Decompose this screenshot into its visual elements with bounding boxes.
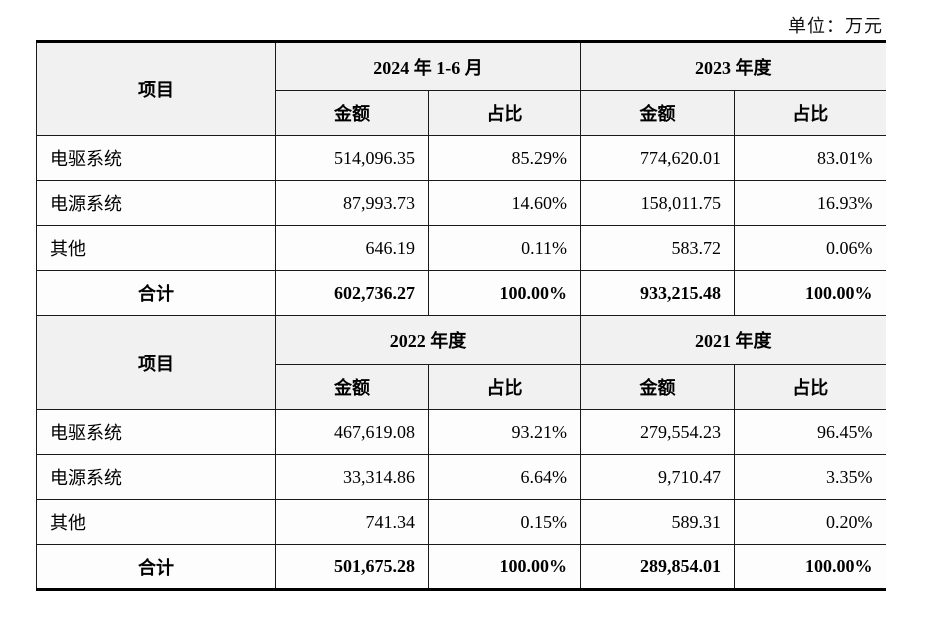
data-row: 电驱系统 514,096.35 85.29% 774,620.01 83.01% — [36, 135, 886, 181]
period-header: 2023 年度 — [580, 41, 886, 91]
cell-value: 0.20% — [734, 499, 886, 545]
cell-value: 100.00% — [428, 544, 581, 590]
cell-value: 16.93% — [734, 180, 886, 226]
data-row: 电驱系统 467,619.08 93.21% 279,554.23 96.45% — [36, 409, 886, 455]
table-body: 项目 2024 年 1-6 月 2023 年度 金额 占比 金额 占比 电驱系统 514,096… — [36, 41, 886, 590]
row-label: 电源系统 — [36, 180, 276, 226]
cell-value: 583.72 — [580, 225, 735, 271]
cell-value: 646.19 — [275, 225, 429, 271]
header-period-row-section-1: 项目 2024 年 1-6 月 2023 年度 — [36, 41, 886, 136]
row-label: 电驱系统 — [36, 409, 276, 455]
sub-header-amount: 金额 — [275, 364, 429, 410]
data-row: 其他 741.34 0.15% 589.31 0.20% — [36, 499, 886, 545]
data-row: 电源系统 87,993.73 14.60% 158,011.75 16.93% — [36, 180, 886, 226]
row-label: 合计 — [36, 270, 276, 316]
cell-value: 0.11% — [428, 225, 581, 271]
cell-value: 9,710.47 — [580, 454, 735, 500]
sub-header-ratio: 占比 — [734, 90, 886, 136]
total-row: 合计 501,675.28 100.00% 289,854.01 100.00% — [36, 544, 886, 590]
cell-value: 85.29% — [428, 135, 581, 181]
cell-value: 741.34 — [275, 499, 429, 545]
cell-value: 100.00% — [734, 544, 886, 590]
cell-value: 514,096.35 — [275, 135, 429, 181]
sub-header-ratio: 占比 — [428, 90, 581, 136]
cell-value: 0.15% — [428, 499, 581, 545]
sub-header-amount: 金额 — [275, 90, 429, 136]
data-row: 电源系统 33,314.86 6.64% 9,710.47 3.35% — [36, 454, 886, 500]
cell-value: 158,011.75 — [580, 180, 735, 226]
cell-value: 6.64% — [428, 454, 581, 500]
total-row: 合计 602,736.27 100.00% 933,215.48 100.00% — [36, 270, 886, 316]
revenue-breakdown-table: 项目 2024 年 1-6 月 2023 年度 金额 占比 金额 占比 电驱系统 514,096… — [36, 40, 886, 591]
period-header: 2024 年 1-6 月 — [275, 41, 581, 91]
cell-value: 100.00% — [428, 270, 581, 316]
row-label: 合计 — [36, 544, 276, 590]
cell-value: 279,554.23 — [580, 409, 735, 455]
sub-header-ratio: 占比 — [428, 364, 581, 410]
sub-header-amount: 金额 — [580, 364, 735, 410]
period-header: 2021 年度 — [580, 315, 886, 365]
cell-value: 96.45% — [734, 409, 886, 455]
cell-value: 87,993.73 — [275, 180, 429, 226]
cell-value: 100.00% — [734, 270, 886, 316]
item-column-header: 项目 — [36, 41, 276, 136]
sub-header-amount: 金额 — [580, 90, 735, 136]
cell-value: 774,620.01 — [580, 135, 735, 181]
cell-value: 501,675.28 — [275, 544, 429, 590]
cell-value: 33,314.86 — [275, 454, 429, 500]
unit-label: 单位：万元 — [788, 16, 883, 36]
row-label: 电驱系统 — [36, 135, 276, 181]
cell-value: 83.01% — [734, 135, 886, 181]
sub-header-ratio: 占比 — [734, 364, 886, 410]
cell-value: 93.21% — [428, 409, 581, 455]
cell-value: 289,854.01 — [580, 544, 735, 590]
cell-value: 0.06% — [734, 225, 886, 271]
cell-value: 933,215.48 — [580, 270, 735, 316]
header-period-row-section-2: 项目 2022 年度 2021 年度 — [36, 315, 886, 410]
cell-value: 467,619.08 — [275, 409, 429, 455]
item-column-header: 项目 — [36, 315, 276, 410]
row-label: 其他 — [36, 225, 276, 271]
row-label: 电源系统 — [36, 454, 276, 500]
cell-value: 589.31 — [580, 499, 735, 545]
row-label: 其他 — [36, 499, 276, 545]
data-row: 其他 646.19 0.11% 583.72 0.06% — [36, 225, 886, 271]
cell-value: 14.60% — [428, 180, 581, 226]
cell-value: 3.35% — [734, 454, 886, 500]
cell-value: 602,736.27 — [275, 270, 429, 316]
period-header: 2022 年度 — [275, 315, 581, 365]
